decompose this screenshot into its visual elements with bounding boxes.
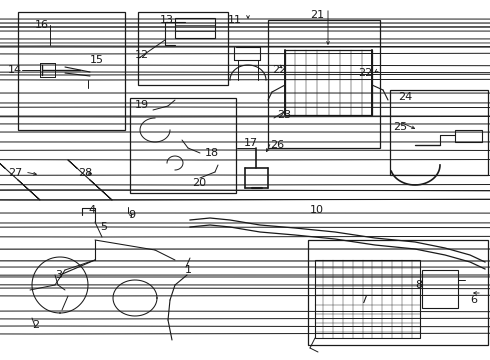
Bar: [130, 98, 236, 193]
Text: 8: 8: [415, 280, 422, 290]
Bar: [390, 90, 488, 175]
Text: 28: 28: [78, 168, 92, 178]
Text: 26: 26: [270, 140, 284, 150]
Bar: [308, 240, 488, 345]
Text: 5: 5: [100, 222, 107, 232]
Bar: [422, 270, 458, 308]
Text: 27: 27: [8, 168, 22, 178]
Text: 22: 22: [358, 68, 372, 78]
Text: 1: 1: [185, 265, 192, 275]
Text: 22: 22: [272, 65, 286, 75]
Bar: [138, 12, 228, 85]
Text: 9: 9: [128, 210, 135, 220]
Text: 17: 17: [244, 138, 258, 148]
Text: 15: 15: [90, 55, 104, 65]
Text: 7: 7: [360, 295, 367, 305]
Text: 3: 3: [55, 270, 62, 280]
Text: 18: 18: [205, 148, 219, 158]
Bar: [175, 18, 215, 38]
Text: 23: 23: [277, 110, 291, 120]
Text: 6: 6: [470, 295, 477, 305]
Bar: [315, 260, 420, 338]
Text: 10: 10: [310, 205, 324, 215]
Text: 16: 16: [35, 20, 49, 30]
Text: 20: 20: [192, 178, 206, 188]
Text: 13: 13: [160, 15, 174, 25]
Bar: [18, 12, 125, 130]
Text: 11: 11: [228, 15, 242, 25]
Text: 12: 12: [135, 50, 149, 60]
Text: 24: 24: [398, 92, 412, 102]
Text: 4: 4: [88, 205, 95, 215]
Bar: [268, 20, 380, 148]
Text: 14: 14: [8, 65, 22, 75]
Bar: [455, 130, 482, 142]
Text: 2: 2: [32, 320, 39, 330]
Text: 25: 25: [393, 122, 407, 132]
Text: 19: 19: [135, 100, 149, 110]
Text: 21: 21: [310, 10, 324, 20]
Bar: [285, 50, 372, 115]
